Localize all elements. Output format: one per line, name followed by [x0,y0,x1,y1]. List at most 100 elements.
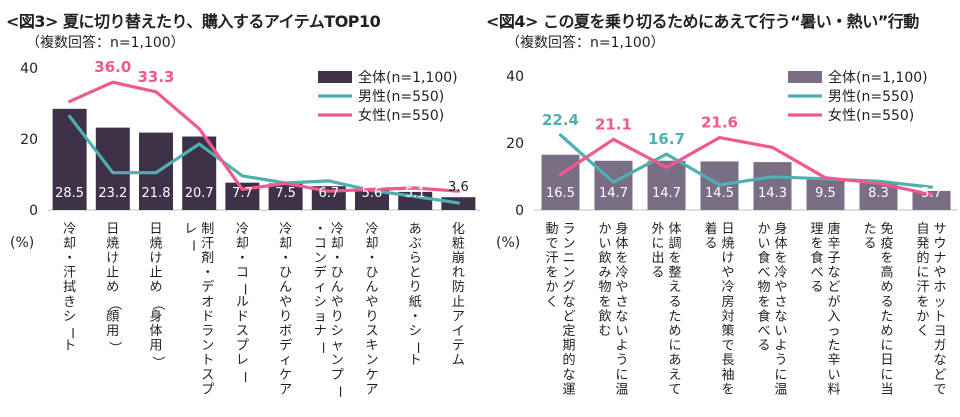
category-label-char: あ [409,222,422,237]
bar-value-label: 7.5 [275,186,296,201]
legend-label: 男性(n=550) [358,89,444,105]
peak-value-label: 36.0 [94,58,131,76]
category-label-char: ャ [331,339,344,354]
category-label-char: な [774,309,787,324]
category-label-char: や [933,266,946,281]
category-label-char: に [880,368,893,383]
category-label-char: べ [757,266,770,281]
category-label-char: た [668,309,681,324]
category-label-char: 冷 [331,222,344,237]
category-label-1: 身体を冷やさないように温かい飲み物を飲む身体を冷やさないように温かい飲み物を飲む [598,221,628,398]
category-label-char: て [668,382,681,397]
category-label-char: 却 [331,236,344,251]
category-label-char: オ [201,295,214,310]
category-label-char: ト [933,309,946,324]
category-label-char: ィ [314,280,327,295]
category-label-char: ウ [933,236,946,251]
bar-7 [355,190,389,210]
category-label-char: 出 [651,251,664,266]
category-label-char: 止 [149,266,162,281]
category-label-char: プ [236,339,249,354]
category-label-char: み [598,266,611,281]
category-label-char: ど [933,368,946,383]
category-label-char: ・ [236,251,249,266]
category-label-char: た [863,222,876,237]
category-label-char: か [916,309,929,324]
category-label-char: ホ [933,280,946,295]
category-label-char: サ [933,222,946,237]
category-label-char: 温 [615,382,628,397]
category-label-char: 化 [452,222,465,237]
bar-0 [541,154,580,210]
category-label-char: ガ [933,339,946,354]
category-label-char: う [615,353,628,368]
category-label-char: ン [331,353,344,368]
bar-value-label: 3.6 [448,180,469,195]
category-label-char: め [668,324,681,339]
bar-value-label: 23.2 [98,186,127,201]
bar-1 [95,127,130,210]
category-label-char: か [757,222,770,237]
category-label-char: た [880,309,893,324]
category-label-char: る [863,236,876,251]
y-unit-label: (%) [496,235,520,251]
category-label-char: 身 [774,221,787,237]
y-tick-label: 0 [29,203,38,219]
category-label-char: 止 [452,295,465,310]
category-label-char: ボ [279,324,292,339]
category-label-char: に [615,368,628,383]
category-label-char: を [615,251,628,266]
category-label-char: ラ [562,222,575,237]
category-label-char: ・ [314,222,327,237]
category-label-char: ん [279,280,292,295]
chart-subtitle: （複数回答：n=1,100） [26,35,185,51]
category-label-char: え [668,280,681,295]
category-label-char: 子 [827,251,840,266]
category-label-0: ランニングなど定期的な運動で汗をかくランニングなど定期的な運動で汗をかく [545,222,575,398]
category-label-char: い [615,324,628,339]
category-label-char: 対 [721,309,734,324]
legend-label: 女性(n=550) [828,107,914,124]
category-label-char: （ [150,297,165,310]
category-label-char: 的 [562,352,575,368]
category-label-char: 汗 [63,266,76,281]
category-label-char: コ [236,266,249,281]
bar-value-label: 8.3 [868,186,889,201]
category-label-char: （ [107,297,122,310]
category-label-char: 当 [880,382,893,397]
category-label-char: 汗 [545,251,558,266]
category-label-char: 止 [106,266,119,281]
category-label-char: キ [365,339,378,354]
category-label-char: 的 [916,250,929,266]
category-label-char: い [827,368,840,383]
category-label-char: ア [452,309,465,324]
bar-value-label: 14.5 [705,186,734,201]
category-label-char: ー [409,341,424,354]
category-label-char: 用 [149,339,162,354]
category-label-char: ） [107,341,122,354]
legend-label: 全体(n=1,100) [828,69,928,86]
y-tick-label: 40 [506,69,524,85]
bar-value-label: 7.7 [232,186,253,201]
category-label-char: め [880,324,893,339]
bar-value-label: 14.7 [652,186,681,201]
category-label-char: 体 [774,236,787,251]
category-label-char: た [827,339,840,354]
category-label-char: 崩 [452,251,465,266]
category-label-char: シ [409,324,422,339]
category-label-char: 身 [615,221,628,237]
chart-subtitle: （複数回答：n=1,100） [506,35,665,51]
category-label-char: ン [365,353,378,368]
bar-line-chart-hot-actions: 0 20 40 (%) 16.5 14.7 14.7 14.5 14.3 9.5 8.3 5.7 22.… [496,69,958,398]
category-label-char: を [916,295,929,310]
category-label-char: 理 [810,222,823,237]
category-label-char: よ [615,339,628,354]
category-label-3: 日焼けや冷房対策で長袖を着る日焼けや冷房対策で長袖を着る [704,221,734,398]
category-label-char: い [598,236,611,251]
category-label-char: る [757,339,770,354]
category-label-char: め [106,280,119,295]
category-label-char: 食 [757,308,770,324]
category-label-char: 冷 [236,222,249,237]
category-label-char: 物 [598,280,611,295]
